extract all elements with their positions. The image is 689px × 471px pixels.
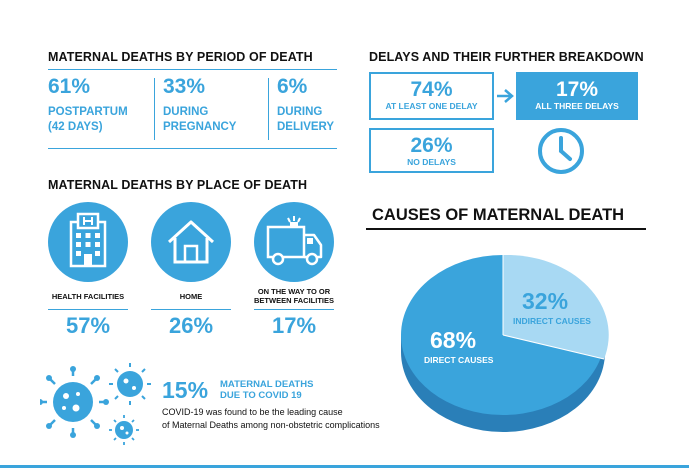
period-divider (268, 78, 269, 140)
place-line (151, 309, 231, 310)
ambulance-icon (266, 216, 323, 266)
virus-icon (40, 366, 109, 438)
period-pct: 61% (48, 75, 91, 98)
place-line (254, 309, 334, 310)
covid-label: MATERNAL DEATHS DUE TO COVID 19 (220, 379, 314, 401)
period-item-delivery: 6% DURING DELIVERY (277, 75, 347, 135)
period-bottom-line (48, 148, 337, 149)
causes-heading-underline (366, 228, 646, 230)
place-label: HEALTH FACILITIES (51, 292, 125, 301)
period-label: POSTPARTUM (42 DAYS) (48, 106, 128, 133)
hospital-circle (48, 202, 128, 282)
period-label: DURING DELIVERY (277, 106, 335, 133)
period-item-pregnancy: 33% DURING PREGNANCY (163, 75, 273, 135)
place-pct: 57% (65, 313, 111, 338)
virus-icon (109, 415, 139, 445)
covid-description: COVID-19 was found to be the leading cau… (162, 407, 380, 430)
virus-icon (109, 363, 151, 405)
at-least-one-delay-box: 74% AT LEAST ONE DELAY (369, 72, 494, 120)
virus-icons (40, 363, 151, 445)
delays-heading: DELAYS AND THEIR FURTHER BREAKDOWN (369, 50, 644, 64)
period-item-postpartum: 61% POSTPARTUM (42 DAYS) (48, 75, 158, 135)
causes-pie-chart (401, 254, 609, 432)
indirect-slice (503, 254, 609, 359)
direct-pct: 68% (430, 327, 477, 353)
direct-label: DIRECT CAUSES (424, 355, 494, 365)
place-pct: 17% (271, 313, 317, 338)
no-delays-box: 26% NO DELAYS (369, 128, 494, 173)
house-icon (167, 220, 215, 264)
clock-icon (538, 128, 584, 174)
covid-pct: 15% (162, 377, 209, 403)
place-label: ON THE WAY TO OR BETWEEN FACILITIES (253, 287, 334, 305)
indirect-pct: 32% (522, 288, 569, 314)
home-circle (151, 202, 231, 282)
place-heading: MATERNAL DEATHS BY PLACE OF DEATH (48, 178, 308, 192)
place-line (48, 309, 128, 310)
arrow-right-icon (497, 89, 514, 103)
place-pct: 26% (168, 313, 214, 338)
place-label: HOME (179, 292, 203, 301)
hospital-icon (69, 212, 107, 268)
period-top-line (48, 69, 337, 70)
period-divider (154, 78, 155, 140)
period-heading: MATERNAL DEATHS BY PERIOD OF DEATH (48, 50, 313, 64)
ambulance-circle (254, 202, 334, 282)
causes-heading: CAUSES OF MATERNAL DEATH (372, 206, 625, 224)
period-label: DURING PREGNANCY (163, 106, 237, 133)
period-pct: 33% (163, 75, 206, 98)
indirect-label: INDIRECT CAUSES (513, 316, 591, 326)
bottom-rule (0, 465, 689, 468)
period-pct: 6% (277, 75, 308, 98)
all-three-delays-box: 17% ALL THREE DELAYS (516, 72, 638, 120)
